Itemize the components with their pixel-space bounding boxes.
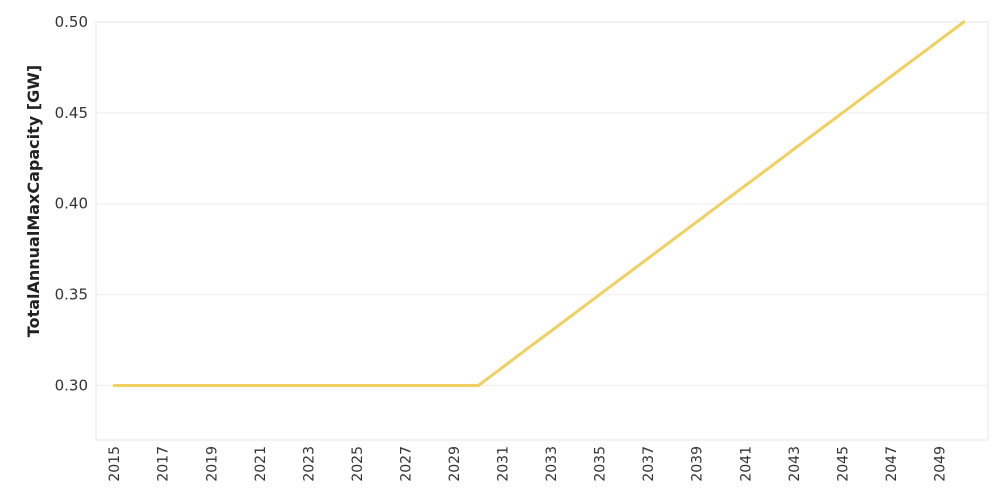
x-tick-label: 2023 xyxy=(301,446,317,482)
y-tick-label: 0.50 xyxy=(55,13,88,31)
x-tick-label: 2045 xyxy=(835,446,851,482)
x-tick-label: 2019 xyxy=(204,446,220,482)
x-tick-label: 2041 xyxy=(738,446,754,482)
x-tick-label: 2035 xyxy=(593,446,609,482)
x-tick-label: 2021 xyxy=(253,446,269,482)
x-tick-label: 2017 xyxy=(156,446,172,482)
x-tick-label: 2047 xyxy=(884,446,900,482)
x-axis-ticks: 2015 2017 2019 2021 2023 2025 2027 2029 2031 2033… xyxy=(107,446,948,482)
y-tick-label: 0.40 xyxy=(55,195,88,213)
y-tick-label: 0.35 xyxy=(55,286,88,304)
x-tick-label: 2029 xyxy=(447,446,463,482)
series-line-0 xyxy=(112,20,966,387)
y-axis-ticks: 0.30 0.35 0.40 0.45 0.50 xyxy=(55,13,88,394)
x-tick-label: 2015 xyxy=(107,446,123,482)
plot-frame xyxy=(95,21,989,441)
x-tick-label: 2025 xyxy=(350,446,366,482)
x-tick-label: 2037 xyxy=(641,446,657,482)
x-tick-label: 2039 xyxy=(690,446,706,482)
y-tick-label: 0.30 xyxy=(55,376,88,394)
y-axis-label: TotalAnnualMaxCapacity [GW] xyxy=(24,65,43,337)
x-tick-label: 2031 xyxy=(496,446,512,482)
x-tick-label: 2027 xyxy=(398,446,414,482)
x-tick-label: 2033 xyxy=(544,446,560,482)
y-tick-label: 0.45 xyxy=(55,104,88,122)
x-tick-label: 2049 xyxy=(932,446,948,482)
x-tick-label: 2043 xyxy=(787,446,803,482)
series-lines xyxy=(112,20,966,387)
grid-lines xyxy=(96,21,988,386)
